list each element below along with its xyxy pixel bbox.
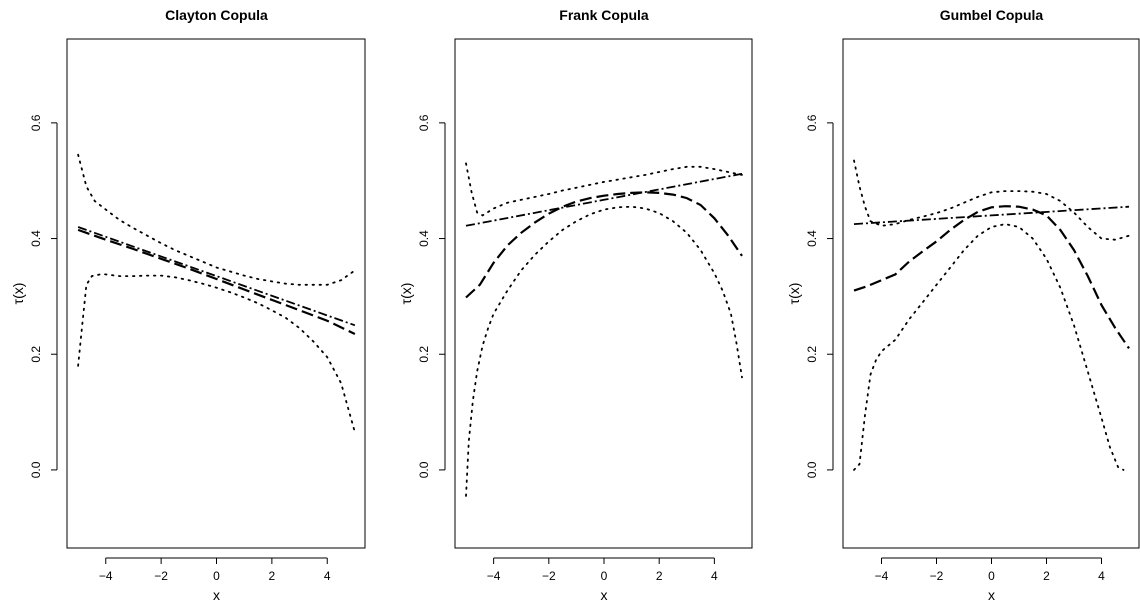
series-line-dotted-4	[77, 273, 356, 434]
x-tick-label: 0	[988, 569, 995, 583]
series-line-dashed-2	[77, 228, 356, 335]
y-tick-label: 0.2	[417, 346, 431, 363]
x-tick-label: −2	[154, 569, 168, 583]
x-tick-label: −2	[542, 569, 556, 583]
x-tick-label: 2	[269, 569, 276, 583]
y-tick-label: 0.4	[417, 230, 431, 247]
plot-frame	[66, 38, 366, 549]
y-axis-label: τ(x)	[398, 283, 414, 305]
chart-panel-1: Clayton Copula −4 −2 0 2 4 x 0.0 0.2 0.4 0.6 τ(x)	[10, 7, 366, 603]
x-axis-label: x	[988, 587, 995, 603]
x-tick-label: −4	[99, 569, 113, 583]
x-tick-label: −4	[875, 569, 889, 583]
y-axis-label: τ(x)	[786, 283, 802, 305]
x-tick-label: 4	[324, 569, 331, 583]
y-tick-label: 0.0	[805, 461, 819, 478]
y-tick-label: 0.6	[417, 114, 431, 131]
x-tick-label: 2	[656, 569, 663, 583]
y-tick-label: 0.4	[29, 230, 43, 247]
series-line-dashed-2	[465, 191, 743, 299]
y-tick-label: 0.0	[417, 461, 431, 478]
plot-frame	[842, 38, 1140, 549]
series-line-dotted-3	[465, 162, 743, 217]
plot-frame	[454, 38, 753, 549]
x-axis-label: x	[213, 587, 220, 603]
x-tick-label: 0	[213, 569, 220, 583]
x-tick-label: 4	[1098, 569, 1105, 583]
series-line-dashdot-1	[465, 172, 743, 227]
x-tick-label: −2	[930, 569, 944, 583]
y-tick-label: 0.6	[805, 114, 819, 131]
x-tick-label: 0	[601, 569, 608, 583]
y-tick-label: 0.2	[805, 346, 819, 363]
x-tick-label: 4	[711, 569, 718, 583]
chart-title: Clayton Copula	[165, 7, 268, 23]
y-tick-label: 0.0	[29, 461, 43, 478]
x-axis-label: x	[601, 587, 608, 603]
series-line-dashed-2	[853, 205, 1130, 350]
series-line-dotted-3	[77, 153, 356, 286]
series-line-dotted-4	[465, 205, 743, 497]
chart-title: Gumbel Copula	[940, 7, 1044, 23]
series-line-dotted-4	[853, 223, 1125, 471]
x-tick-label: 2	[1043, 569, 1050, 583]
y-tick-label: 0.4	[805, 230, 819, 247]
chart-panel-3: Gumbel Copula −4 −2 0 2 4 x 0.0 0.2 0.4 0.6 τ(x)	[786, 7, 1140, 603]
y-axis-label: τ(x)	[10, 283, 26, 305]
chart-panel-2: Frank Copula −4 −2 0 2 4 x 0.0 0.2 0.4 0.6 τ(x)	[398, 7, 753, 603]
series-line-dashdot-1	[853, 205, 1130, 225]
y-tick-label: 0.2	[29, 346, 43, 363]
y-tick-label: 0.6	[29, 114, 43, 131]
series-line-dotted-3	[853, 159, 1130, 241]
chart-title: Frank Copula	[559, 7, 649, 23]
series-line-dashdot-1	[77, 226, 356, 327]
x-tick-label: −4	[487, 569, 501, 583]
